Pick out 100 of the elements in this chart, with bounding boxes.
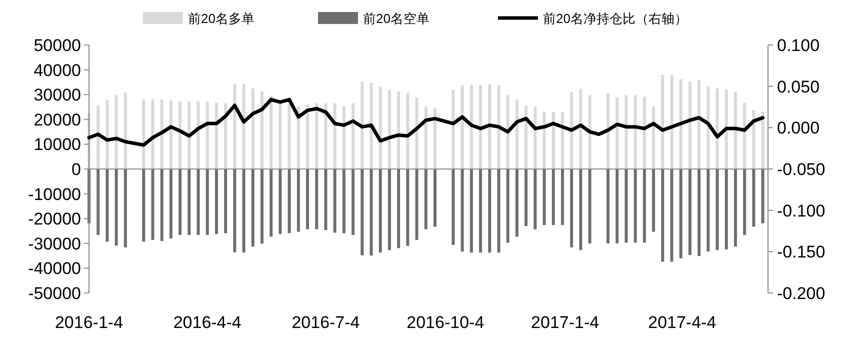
bar [698, 169, 701, 256]
bar [724, 89, 728, 169]
bar [188, 169, 191, 235]
bar [743, 169, 746, 235]
bar [206, 102, 209, 169]
bar [233, 84, 236, 169]
bar [761, 169, 764, 224]
x-tick-label: 2016-10-4 [406, 313, 484, 332]
x-tick-label: 2017-1-4 [531, 313, 600, 332]
bar [688, 82, 692, 169]
bar [388, 169, 391, 250]
y-tick-label: -40000 [28, 259, 81, 278]
bar [761, 112, 764, 169]
bar [114, 169, 118, 246]
bar [688, 169, 692, 256]
bar [534, 106, 537, 169]
bar [452, 90, 455, 169]
bar [378, 169, 382, 253]
bar [552, 169, 555, 226]
bar [488, 84, 492, 169]
bar [579, 88, 582, 169]
bar [570, 92, 574, 169]
bar [716, 169, 719, 250]
bar [388, 90, 391, 169]
y-tick-label: 20000 [34, 110, 81, 130]
legend-label: 前20名空单 [363, 11, 430, 26]
bar [315, 103, 318, 169]
bar [624, 169, 628, 243]
bar [324, 169, 328, 230]
y2-tick-label: 0.000 [777, 118, 820, 138]
y-tick-label: 10000 [34, 135, 81, 154]
bar [333, 103, 336, 169]
legend-label: 前20名净持仓比（右轴） [543, 11, 688, 26]
bar [616, 97, 619, 169]
bar [352, 169, 355, 235]
bar [242, 169, 246, 253]
bar [370, 169, 373, 256]
bar [270, 169, 273, 237]
bar [652, 169, 656, 232]
bar [260, 91, 264, 169]
bar [251, 169, 254, 247]
y-tick-label: -10000 [28, 184, 81, 204]
bar [214, 169, 218, 234]
y-tick-label: 0 [72, 160, 81, 179]
bar [270, 96, 273, 169]
bar [397, 91, 400, 169]
bar [524, 106, 528, 169]
bar [333, 169, 336, 233]
bar [752, 110, 756, 169]
bar [114, 95, 118, 169]
bar [415, 97, 418, 169]
bar [224, 103, 228, 169]
bar [724, 169, 728, 250]
bar [588, 95, 592, 169]
bar [642, 96, 646, 169]
bar [470, 169, 473, 253]
bar [434, 169, 437, 227]
y-tick-label: -20000 [28, 210, 81, 229]
bar [670, 169, 674, 262]
bar [233, 169, 236, 252]
bar [196, 102, 200, 169]
bar [151, 169, 154, 240]
legend-label: 前20名多单 [188, 11, 254, 26]
x-tick-label: 2016-7-4 [292, 313, 360, 332]
bar [488, 169, 492, 253]
bar [169, 169, 172, 238]
y-tick-label: 50000 [34, 36, 81, 55]
bar [342, 169, 346, 234]
bar [415, 169, 418, 240]
bar [178, 169, 182, 235]
bar [743, 102, 746, 169]
bar [406, 169, 410, 246]
bar [552, 112, 555, 169]
bar [288, 169, 291, 234]
bar [670, 75, 674, 169]
bar [588, 169, 592, 244]
bar [634, 169, 637, 243]
bar [224, 169, 228, 234]
bar [178, 102, 182, 169]
bar [606, 169, 610, 244]
bar [734, 169, 737, 247]
bar [278, 169, 282, 234]
bar [624, 95, 628, 169]
bar [242, 84, 246, 169]
y-tick-label: 30000 [34, 86, 81, 105]
bar [460, 169, 464, 252]
y-tick-label: 40000 [34, 60, 81, 80]
bar [470, 84, 473, 169]
bar [434, 108, 437, 169]
y2-tick-label: 0.050 [777, 77, 820, 96]
bar [560, 169, 564, 226]
bar [634, 95, 637, 169]
bar [479, 84, 482, 169]
bar [606, 93, 610, 169]
bar [196, 169, 200, 235]
bar [96, 105, 100, 169]
bar [106, 169, 109, 242]
x-tick-label: 2016-1-4 [54, 313, 124, 332]
bar [424, 169, 428, 230]
bar [315, 169, 318, 230]
